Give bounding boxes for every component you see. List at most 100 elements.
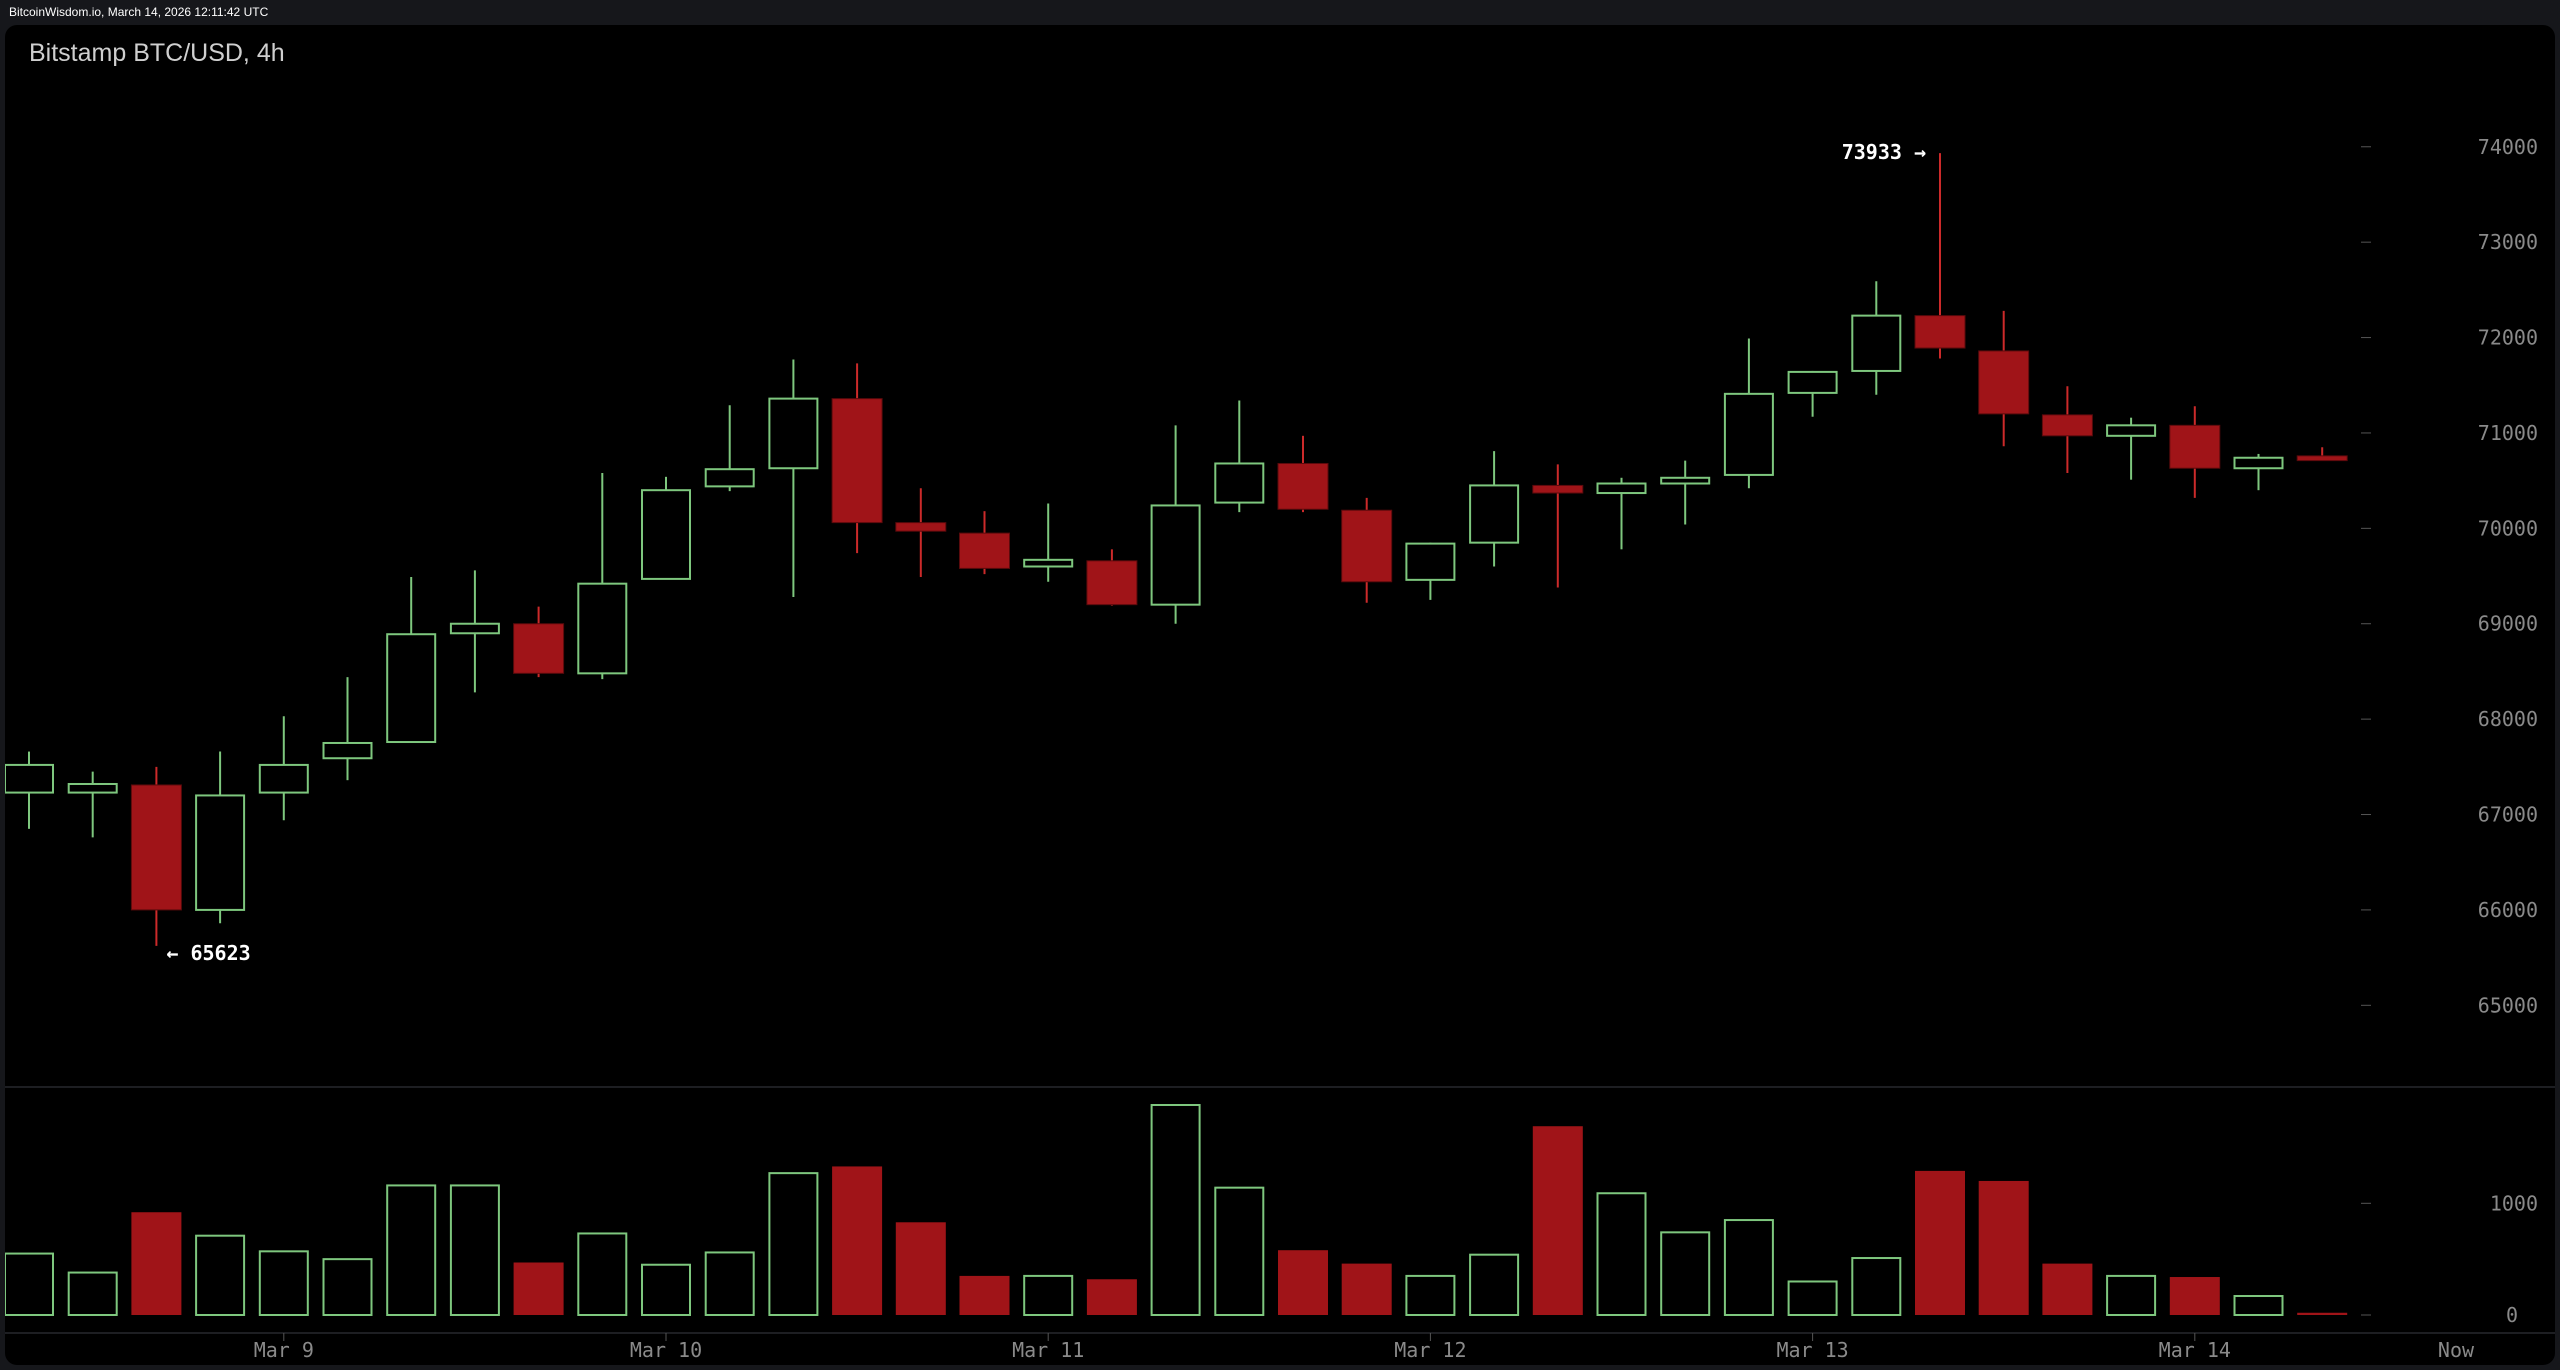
candle-body xyxy=(831,398,883,524)
candle-body xyxy=(130,784,182,911)
candle-body xyxy=(1851,314,1902,372)
candle-up xyxy=(386,576,437,744)
candle-body xyxy=(258,763,309,794)
candle-up xyxy=(2233,453,2284,491)
candle-down xyxy=(1978,310,2030,447)
candle-body xyxy=(1787,370,1838,394)
chart-panel[interactable]: 65000 66000 67000 68000 69000 70000 71000 72000… xyxy=(5,25,2555,1365)
candle-up xyxy=(449,570,500,693)
high-annotation: 73933 → xyxy=(1842,140,1926,164)
volume-bar-down xyxy=(1086,1279,1137,1315)
candle-body xyxy=(1723,392,1774,476)
volume-bar-down xyxy=(2169,1277,2220,1315)
price-tick-label: 68000 xyxy=(2478,707,2538,731)
source-caption: BitcoinWisdom.io, March 14, 2026 12:11:4… xyxy=(9,5,269,19)
price-tick-label: 73000 xyxy=(2478,230,2538,254)
candle-down xyxy=(959,511,1010,575)
candle-body xyxy=(577,582,628,675)
candle-down xyxy=(1914,153,1966,359)
volume-bar-down xyxy=(959,1275,1010,1315)
candle-body xyxy=(1341,509,1393,583)
candle-body xyxy=(1023,558,1074,568)
x-tick-label: Now xyxy=(2438,1338,2475,1362)
candle-body xyxy=(768,397,819,470)
candle-down xyxy=(513,606,565,678)
volume-bar-down xyxy=(1978,1180,2029,1315)
candle-down xyxy=(1086,549,1138,606)
top-bar: BitcoinWisdom.io, March 14, 2026 12:11:4… xyxy=(0,0,2560,25)
volume-bar-up xyxy=(1023,1274,1074,1317)
candle-body xyxy=(1086,560,1138,606)
volume-bar-down xyxy=(2297,1312,2348,1315)
volume-bar-down xyxy=(832,1166,883,1315)
price-tick-label: 66000 xyxy=(2478,898,2538,922)
volume-bar-up xyxy=(1660,1231,1711,1317)
candle-body xyxy=(1405,542,1456,581)
volume-bar-up xyxy=(1150,1104,1201,1316)
candle-up xyxy=(195,751,246,924)
candle-body xyxy=(1660,476,1711,485)
candle-body xyxy=(386,633,437,744)
volume-bar-up xyxy=(2233,1295,2284,1316)
candle-up xyxy=(1660,460,1711,525)
candle-body xyxy=(1150,504,1201,606)
x-tick-label: Mar 14 xyxy=(2159,1338,2231,1362)
candle-up xyxy=(1405,542,1456,600)
volume-bar-up xyxy=(1469,1253,1520,1317)
candle-body xyxy=(5,763,54,794)
volume-bar-up xyxy=(449,1184,500,1316)
candle-body xyxy=(1596,482,1647,495)
candle-up xyxy=(1596,477,1647,550)
candle-body xyxy=(67,782,118,794)
candle-body xyxy=(2106,424,2157,437)
candle-up xyxy=(1023,503,1074,582)
volume-bar-down xyxy=(1341,1263,1392,1315)
volume-bar-up xyxy=(5,1252,54,1317)
volume-bar-up xyxy=(1596,1192,1647,1316)
candlestick-chart[interactable]: 65000 66000 67000 68000 69000 70000 71000 72000… xyxy=(5,25,2555,1365)
candle-up xyxy=(1469,451,1520,567)
candle-body xyxy=(1532,484,1584,494)
volume-bar-down xyxy=(1532,1126,1583,1315)
candle-body xyxy=(641,489,691,580)
volume-bar-up xyxy=(641,1263,691,1316)
price-tick-label: 71000 xyxy=(2478,421,2538,445)
candle-down xyxy=(130,766,182,946)
volume-bar-up xyxy=(1723,1219,1774,1317)
candle-body xyxy=(322,741,373,760)
candle-body xyxy=(1469,484,1520,544)
candle-up xyxy=(1787,370,1838,417)
candle-body xyxy=(1277,462,1329,510)
candle-body xyxy=(2296,455,2348,462)
volume-bar-up xyxy=(258,1250,309,1317)
low-annotation: ← 65623 xyxy=(166,941,250,965)
volume-bar-up xyxy=(1787,1280,1838,1317)
volume-bar-up xyxy=(2106,1274,2157,1317)
volume-bar-down xyxy=(1915,1170,1965,1315)
candle-down xyxy=(2169,406,2221,498)
candle-body xyxy=(1914,315,1966,349)
candle-down xyxy=(1532,464,1584,588)
candle-body xyxy=(2169,424,2221,469)
candle-up xyxy=(258,716,309,821)
candle-body xyxy=(195,794,246,911)
candle-up xyxy=(768,359,819,598)
candle-body xyxy=(513,623,565,674)
candle-body xyxy=(959,532,1010,569)
candle-up xyxy=(322,677,373,781)
candle-body xyxy=(2233,456,2284,470)
volume-bar-up xyxy=(704,1251,755,1316)
volume-bar-up xyxy=(195,1234,246,1317)
candle-down xyxy=(1341,497,1393,603)
candle-up xyxy=(577,473,628,680)
candle-down xyxy=(2296,447,2348,462)
candle-up xyxy=(1723,338,1774,489)
price-tick-label: 72000 xyxy=(2478,326,2538,350)
candle-body xyxy=(895,522,947,532)
price-tick-label: 67000 xyxy=(2478,803,2538,827)
price-tick-label: 65000 xyxy=(2478,993,2538,1017)
candle-body xyxy=(2041,414,2093,437)
candle-up xyxy=(5,751,54,829)
volume-bar-up xyxy=(1214,1186,1265,1316)
volume-tick-label: 1000 xyxy=(2490,1191,2538,1215)
